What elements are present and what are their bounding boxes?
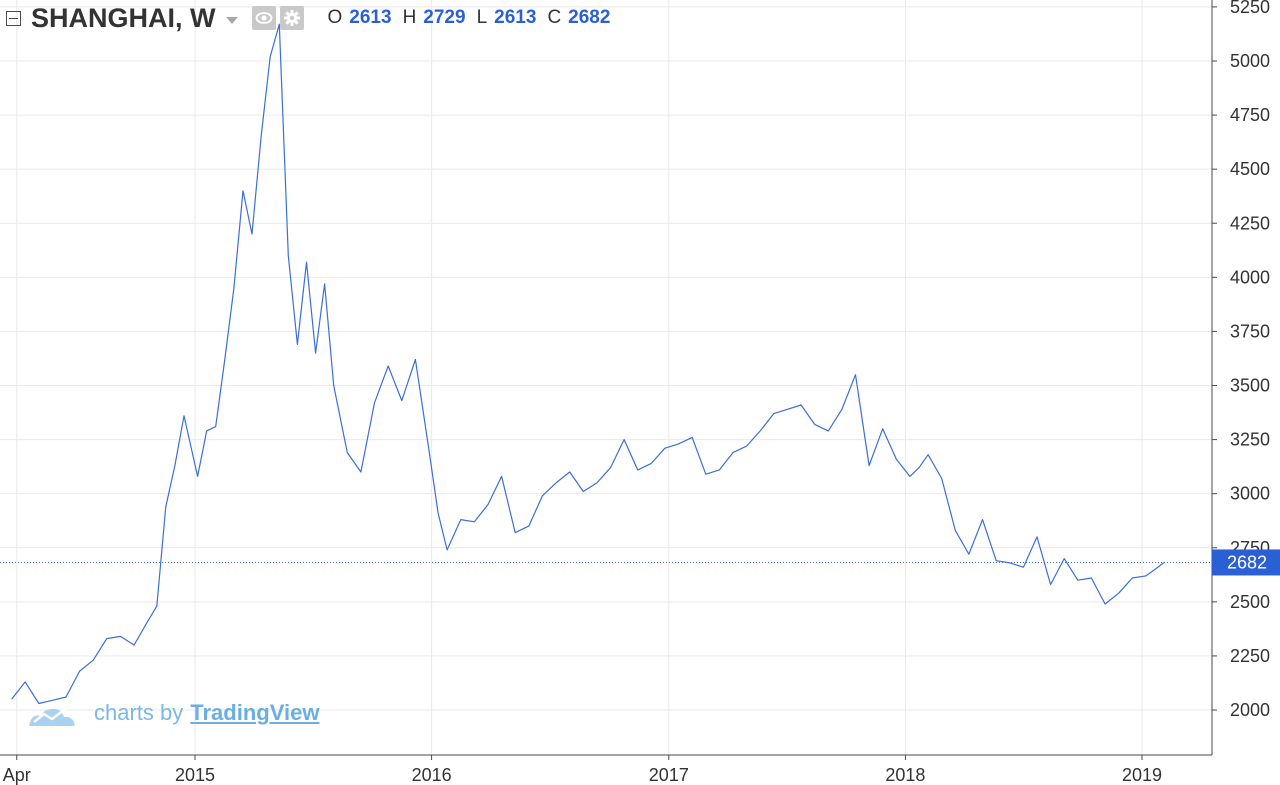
- tradingview-cloud-icon: [29, 708, 75, 726]
- price-tick-label: 3000: [1230, 484, 1270, 504]
- time-tick-label: 2016: [412, 765, 452, 785]
- high-label: H: [402, 7, 417, 28]
- price-tick-label: 5000: [1230, 51, 1270, 71]
- price-tick-label: 2500: [1230, 592, 1270, 612]
- price-tick-label: 3750: [1230, 321, 1270, 341]
- symbol-title[interactable]: SHANGHAI, W: [31, 2, 216, 33]
- time-tick-label: 2018: [885, 765, 925, 785]
- chart-legend-header: SHANGHAI, W O 2613 H 2729 L 2613 C 2682: [6, 2, 622, 33]
- low-label: L: [476, 7, 488, 28]
- high-value: 2729: [423, 7, 466, 28]
- eye-icon[interactable]: [251, 6, 276, 30]
- last-price-label: 2682: [1212, 549, 1280, 576]
- time-tick-label: 2019: [1122, 765, 1162, 785]
- price-tick-label: 4500: [1230, 159, 1270, 179]
- low-value: 2613: [494, 7, 537, 28]
- time-tick-label: Apr: [3, 765, 31, 785]
- price-tick-label: 4000: [1230, 267, 1270, 287]
- price-tick-label: 4750: [1230, 105, 1270, 125]
- price-tick-label: 3250: [1230, 430, 1270, 450]
- chart-grid: [0, 0, 1212, 755]
- price-series-line: [11, 23, 1165, 705]
- watermark-brand-link[interactable]: TradingView: [190, 700, 320, 725]
- watermark-text: charts by: [94, 700, 184, 725]
- time-tick-label: 2017: [649, 765, 689, 785]
- tradingview-watermark[interactable]: charts by TradingView: [26, 698, 319, 728]
- price-tick-label: 3500: [1230, 376, 1270, 396]
- ohlc-values: O 2613 H 2729 L 2613 C 2682: [328, 7, 622, 29]
- open-label: O: [327, 7, 343, 28]
- close-value: 2682: [568, 7, 611, 28]
- price-axis[interactable]: 2000225025002750300032503500375040004250…: [1212, 0, 1270, 720]
- price-tick-label: 4250: [1230, 213, 1270, 233]
- close-label: C: [547, 7, 562, 28]
- gear-icon[interactable]: [279, 6, 304, 30]
- time-tick-label: 2015: [175, 765, 215, 785]
- open-value: 2613: [349, 7, 392, 28]
- dropdown-caret-icon[interactable]: [225, 16, 238, 24]
- last-price-value: 2682: [1227, 552, 1267, 572]
- collapse-icon[interactable]: [6, 10, 21, 26]
- time-axis[interactable]: Apr 2015 2016 2017 2018 2019: [3, 755, 1162, 785]
- price-tick-label: 2250: [1230, 646, 1270, 666]
- price-tick-label: 2000: [1230, 700, 1270, 720]
- price-tick-label: 5250: [1230, 0, 1270, 17]
